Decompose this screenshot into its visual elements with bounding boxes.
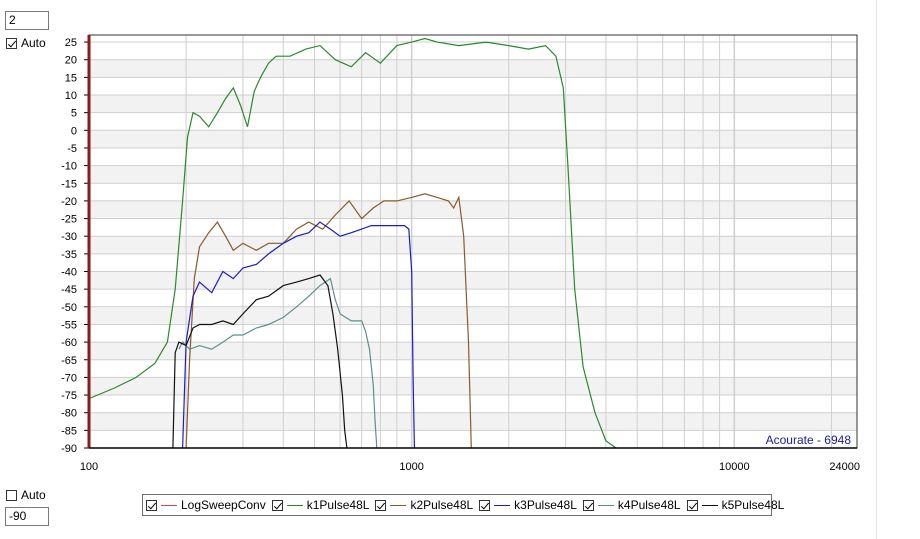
grid-band bbox=[89, 271, 857, 290]
legend-checkbox[interactable] bbox=[146, 499, 157, 511]
panel-divider bbox=[876, 0, 877, 539]
grid-band bbox=[89, 236, 857, 254]
legend-item-k1pulse48l[interactable]: k1Pulse48L bbox=[271, 498, 370, 512]
y-tick-label: 20 bbox=[65, 55, 77, 67]
y-min-auto-checkbox[interactable] bbox=[6, 489, 17, 501]
grid-band bbox=[89, 165, 857, 184]
legend-checkbox[interactable] bbox=[686, 499, 698, 511]
legend-checkbox[interactable] bbox=[582, 499, 594, 511]
grid-band bbox=[89, 342, 857, 360]
y-tick-label: -45 bbox=[61, 284, 77, 296]
y-tick-label: -5 bbox=[67, 143, 77, 155]
y-tick-label: -55 bbox=[61, 319, 77, 331]
y-min-auto-label: Auto bbox=[21, 488, 46, 502]
legend-label: k3Pulse48L bbox=[514, 498, 577, 512]
series-line-k2pulse48l bbox=[185, 193, 472, 448]
grid-band bbox=[89, 306, 857, 325]
legend-label: LogSweepConv bbox=[181, 498, 266, 512]
legend-swatch bbox=[390, 504, 407, 506]
legend-item-k3pulse48l[interactable]: k3Pulse48L bbox=[479, 498, 577, 512]
y-tick-label: 0 bbox=[71, 125, 77, 137]
y-tick-label: 5 bbox=[71, 108, 77, 120]
watermark-label: Acourate - 6948 bbox=[766, 433, 852, 447]
frequency-response-chart: 25 20 15 10 5 0 -5 -10 -15 -20 -25 -30 -35 -40 -45 -50 -… bbox=[61, 34, 860, 473]
legend-item-k4pulse48l[interactable]: k4Pulse48L bbox=[582, 498, 681, 512]
legend-swatch bbox=[161, 504, 177, 506]
chart-legend: LogSweepConv k1Pulse48L k2Pulse48L k3Pulse4… bbox=[142, 494, 784, 516]
grid-band bbox=[89, 59, 857, 78]
legend-swatch bbox=[597, 504, 614, 506]
y-tick-label: -15 bbox=[61, 178, 77, 190]
y-max-auto-checkbox[interactable] bbox=[6, 37, 17, 49]
grid-band bbox=[89, 377, 857, 396]
y-tick-label: -85 bbox=[61, 425, 77, 437]
series-line-k1pulse48l bbox=[89, 37, 617, 448]
legend-label: k5Pulse48L bbox=[721, 498, 785, 512]
y-tick-label: -80 bbox=[61, 408, 77, 420]
grid-band bbox=[89, 200, 857, 219]
legend-checkbox[interactable] bbox=[375, 499, 387, 511]
y-max-input[interactable] bbox=[5, 11, 49, 30]
x-tick-label: 24000 bbox=[829, 461, 860, 473]
y-tick-label: -90 bbox=[61, 443, 77, 455]
y-tick-label: -50 bbox=[61, 302, 77, 314]
y-tick-label: 15 bbox=[65, 72, 77, 84]
y-tick-label: 10 bbox=[65, 90, 77, 102]
legend-checkbox[interactable] bbox=[479, 499, 491, 511]
legend-label: k4Pulse48L bbox=[617, 498, 681, 512]
grid-band bbox=[89, 412, 857, 431]
y-tick-label: -20 bbox=[61, 196, 77, 208]
legend-swatch bbox=[494, 504, 511, 506]
y-tick-label: -35 bbox=[61, 249, 77, 261]
y-tick-label: -30 bbox=[61, 231, 77, 243]
y-tick-label: -10 bbox=[61, 161, 77, 173]
x-tick-label: 1000 bbox=[399, 461, 423, 473]
legend-label: k1Pulse48L bbox=[306, 498, 370, 512]
x-tick-label: 10000 bbox=[719, 461, 750, 473]
legend-swatch bbox=[701, 504, 718, 506]
y-max-auto-toggle[interactable]: Auto bbox=[6, 36, 46, 50]
y-tick-label: -60 bbox=[61, 337, 77, 349]
y-max-auto-label: Auto bbox=[21, 36, 46, 50]
legend-item-logsweepconv[interactable]: LogSweepConv bbox=[146, 498, 266, 512]
y-min-auto-toggle[interactable]: Auto bbox=[6, 488, 46, 502]
grid-band bbox=[89, 130, 857, 148]
y-tick-label: -40 bbox=[61, 267, 77, 279]
x-tick-label: 100 bbox=[80, 461, 98, 473]
legend-swatch bbox=[286, 504, 303, 506]
legend-label: k2Pulse48L bbox=[410, 498, 474, 512]
y-tick-label: -75 bbox=[61, 390, 77, 402]
series-line-k5pulse48l bbox=[172, 274, 348, 448]
grid-band bbox=[89, 95, 857, 113]
y-tick-label: -25 bbox=[61, 214, 77, 226]
y-tick-label: -65 bbox=[61, 355, 77, 367]
y-min-input[interactable] bbox=[5, 507, 49, 526]
series-line-k4pulse48l bbox=[178, 277, 378, 448]
legend-item-k5pulse48l[interactable]: k5Pulse48L bbox=[686, 498, 785, 512]
series-line-k3pulse48l bbox=[182, 221, 415, 448]
y-tick-label: -70 bbox=[61, 372, 77, 384]
legend-item-k2pulse48l[interactable]: k2Pulse48L bbox=[375, 498, 473, 512]
legend-checkbox[interactable] bbox=[271, 499, 283, 511]
y-tick-label: 25 bbox=[65, 37, 77, 49]
